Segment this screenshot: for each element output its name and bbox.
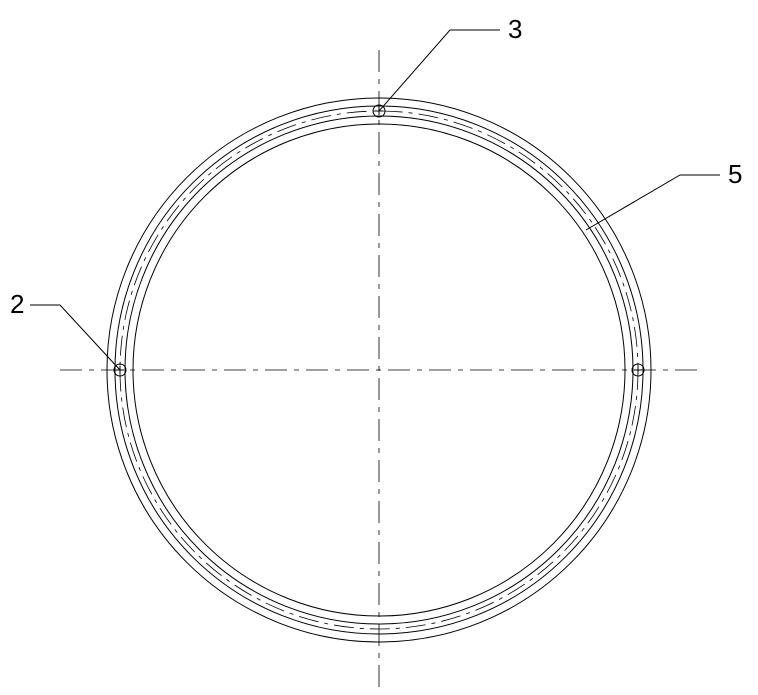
label-2: 2 bbox=[10, 289, 24, 319]
label-3: 3 bbox=[508, 14, 522, 44]
leader-2 bbox=[30, 305, 120, 370]
callout-labels: 3 5 2 bbox=[10, 14, 742, 319]
leader-5 bbox=[586, 175, 720, 230]
engineering-diagram: 3 5 2 bbox=[0, 0, 758, 695]
label-5: 5 bbox=[728, 159, 742, 189]
leader-lines bbox=[30, 30, 720, 370]
